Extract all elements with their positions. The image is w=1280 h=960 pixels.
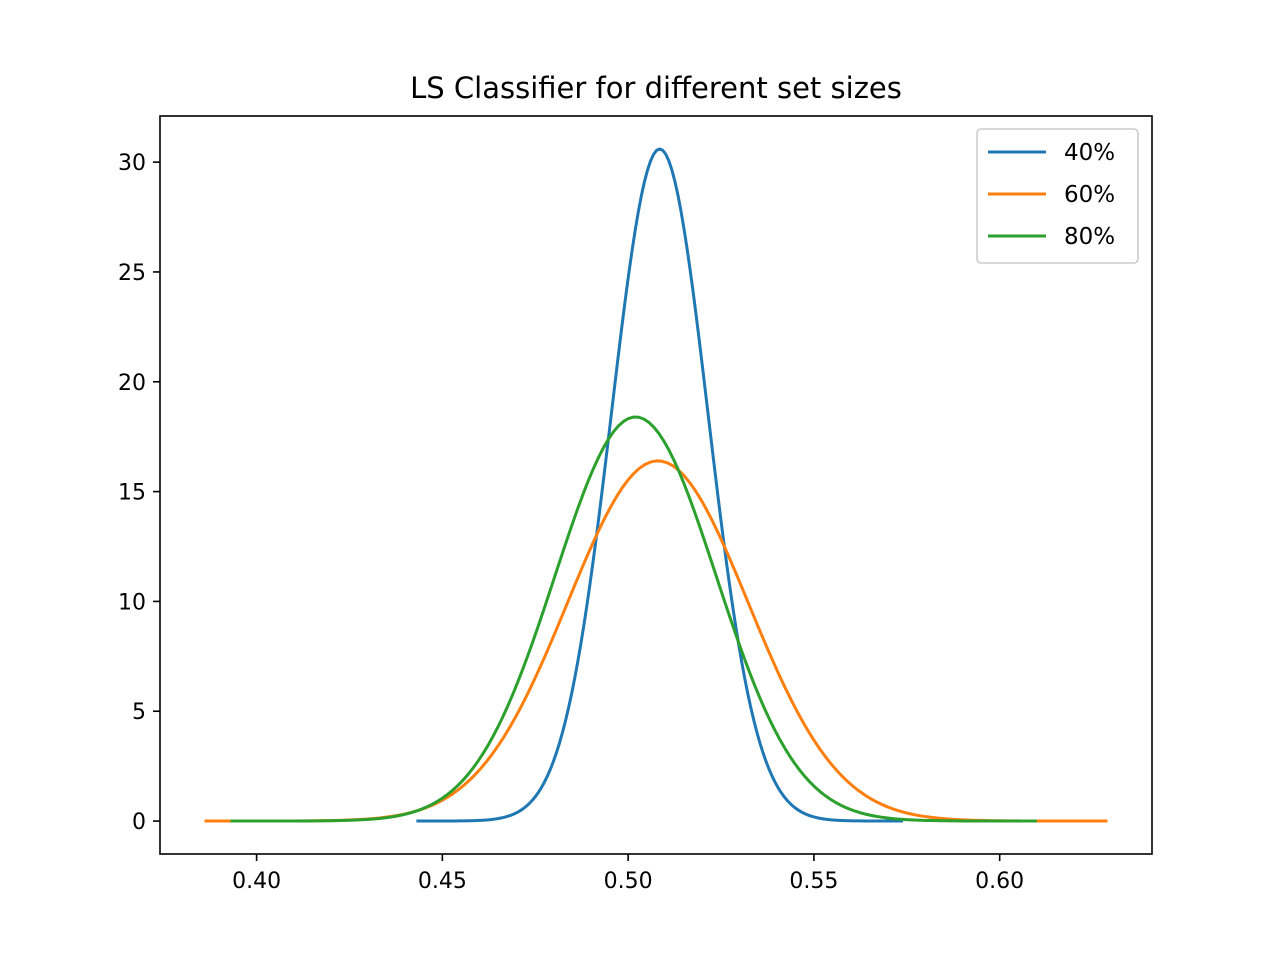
y-tick-label: 0 <box>132 810 146 835</box>
x-tick-label: 0.55 <box>789 869 838 894</box>
x-tick-label: 0.40 <box>232 869 281 894</box>
legend-label-2: 60% <box>1064 182 1115 208</box>
legend-box <box>976 128 1139 264</box>
y-tick-label: 10 <box>118 590 146 615</box>
x-axis: 0.40 0.45 0.50 0.55 0.60 <box>232 854 1024 894</box>
series-line-3 <box>230 415 1037 823</box>
y-tick-label: 20 <box>118 371 146 396</box>
legend-label-1: 40% <box>1064 140 1115 166</box>
legend-label-3: 80% <box>1064 224 1115 250</box>
y-axis: 0 5 10 15 20 25 30 <box>118 151 160 835</box>
series-layer <box>204 147 1108 823</box>
x-tick-label: 0.50 <box>604 869 653 894</box>
y-tick-label: 15 <box>118 481 146 506</box>
series-line-1 <box>416 147 904 823</box>
x-tick-label: 0.60 <box>975 869 1024 894</box>
legend: 40% 60% 80% <box>976 128 1139 264</box>
y-tick-label: 5 <box>132 700 146 725</box>
plot-area-frame <box>159 115 1153 855</box>
y-tick-label: 30 <box>118 151 146 176</box>
y-tick-label: 25 <box>118 261 146 286</box>
x-tick-label: 0.45 <box>418 869 467 894</box>
chart-title: LS Classifier for different set sizes <box>410 71 902 105</box>
